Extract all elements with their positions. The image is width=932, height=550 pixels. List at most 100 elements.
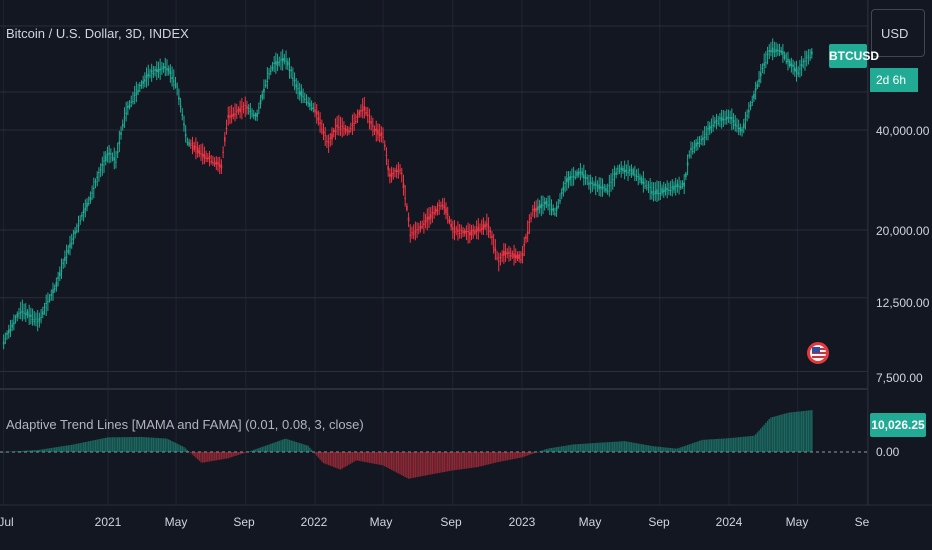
indicator-bar bbox=[264, 445, 267, 452]
price-candle-body bbox=[504, 251, 507, 255]
price-candle-body bbox=[749, 104, 752, 107]
indicator-bar bbox=[139, 436, 141, 452]
indicator-bar bbox=[513, 452, 515, 459]
price-candle-body bbox=[157, 68, 160, 73]
indicator-bar bbox=[57, 446, 59, 452]
indicator-bar bbox=[293, 441, 296, 452]
indicator-bar bbox=[732, 437, 735, 452]
indicator-bar bbox=[416, 452, 418, 478]
indicator-bar bbox=[533, 452, 536, 454]
price-candle-body bbox=[477, 226, 480, 231]
indicator-bar bbox=[370, 452, 372, 464]
indicator-bar bbox=[564, 445, 566, 452]
price-candle-body bbox=[783, 54, 786, 59]
price-candle-body bbox=[668, 189, 670, 191]
indicator-bar bbox=[487, 452, 490, 465]
us-flag-event-icon[interactable] bbox=[807, 342, 829, 364]
price-candle-body bbox=[647, 184, 650, 186]
indicator-bar bbox=[486, 452, 488, 465]
price-candle-body bbox=[470, 229, 473, 236]
indicator-bar bbox=[166, 438, 168, 452]
price-candle-body bbox=[339, 128, 342, 130]
price-candle-body bbox=[271, 66, 274, 70]
indicator-bar bbox=[59, 446, 61, 452]
price-candle-body bbox=[688, 155, 691, 157]
price-candle-body bbox=[618, 170, 621, 172]
price-candle-body bbox=[154, 69, 156, 71]
price-candle-body bbox=[703, 136, 706, 139]
indicator-bar bbox=[273, 442, 275, 452]
price-candle-body bbox=[446, 213, 449, 215]
indicator-bar bbox=[8, 451, 10, 453]
indicator-bar bbox=[707, 439, 709, 452]
indicator-bar bbox=[683, 446, 685, 452]
indicator-bar bbox=[668, 447, 670, 452]
price-candle-body bbox=[89, 197, 92, 201]
price-candle-body bbox=[283, 58, 286, 61]
price-candle-body bbox=[479, 229, 481, 231]
price-candle-body bbox=[116, 151, 119, 154]
indicator-bar bbox=[125, 437, 127, 452]
indicator-bar bbox=[43, 449, 46, 452]
currency-button[interactable]: USD bbox=[871, 9, 925, 57]
indicator-bar bbox=[122, 437, 124, 452]
price-candle-body bbox=[683, 182, 685, 187]
indicator-bar bbox=[385, 452, 388, 468]
indicator-bar bbox=[731, 437, 733, 452]
indicator-bar bbox=[368, 452, 371, 463]
indicator-bar bbox=[482, 452, 485, 466]
price-candle-body bbox=[389, 174, 391, 177]
indicator-bar bbox=[690, 443, 692, 452]
indicator-bar bbox=[433, 452, 435, 474]
indicator-bar bbox=[669, 447, 672, 452]
indicator-bar bbox=[596, 442, 599, 452]
indicator-bar bbox=[236, 452, 238, 456]
indicator-bar bbox=[739, 437, 742, 452]
indicator-bar bbox=[530, 452, 532, 455]
price-candle-body bbox=[395, 169, 398, 173]
price-candle-body bbox=[16, 313, 19, 317]
indicator-bar bbox=[154, 437, 156, 452]
indicator-bar bbox=[714, 439, 716, 452]
indicator-bar bbox=[392, 452, 394, 471]
price-candle-body bbox=[305, 102, 308, 104]
price-candle-body bbox=[30, 314, 32, 317]
indicator-bar bbox=[703, 439, 706, 452]
indicator-bar bbox=[319, 452, 321, 460]
indicator-bar bbox=[287, 439, 289, 452]
price-candle-body bbox=[110, 153, 112, 155]
price-candle-body bbox=[753, 94, 755, 99]
indicator-bar bbox=[452, 452, 454, 471]
indicator-bar bbox=[411, 452, 413, 479]
indicator-bar bbox=[241, 452, 243, 454]
indicator-bar bbox=[552, 447, 554, 452]
indicator-bar bbox=[538, 451, 541, 452]
price-candle-body bbox=[79, 220, 82, 222]
indicator-bar bbox=[353, 452, 355, 462]
indicator-value-tag: 10,026.25 bbox=[870, 413, 926, 437]
price-candle-body bbox=[26, 311, 29, 316]
price-candle-body bbox=[264, 84, 267, 86]
indicator-bar bbox=[681, 446, 684, 452]
indicator-bar bbox=[72, 444, 75, 452]
indicator-bar bbox=[133, 437, 136, 452]
indicator-bar bbox=[761, 426, 764, 452]
indicator-bar bbox=[25, 450, 27, 452]
price-candle-body bbox=[96, 176, 99, 178]
indicator-bar bbox=[479, 452, 481, 467]
price-candle-body bbox=[417, 229, 420, 231]
indicator-bar bbox=[635, 443, 638, 452]
price-candle-body bbox=[610, 181, 612, 183]
price-candle-body bbox=[462, 230, 464, 234]
price-candle-body bbox=[147, 73, 150, 76]
price-candle-body bbox=[9, 328, 12, 332]
indicator-bar bbox=[304, 444, 306, 452]
price-candle-body bbox=[742, 123, 745, 129]
price-candle-body bbox=[218, 164, 221, 167]
indicator-bar bbox=[805, 410, 808, 452]
price-candle-body bbox=[404, 197, 406, 199]
indicator-bar bbox=[423, 452, 425, 476]
price-candle-body bbox=[161, 68, 163, 70]
indicator-bar bbox=[96, 439, 98, 452]
